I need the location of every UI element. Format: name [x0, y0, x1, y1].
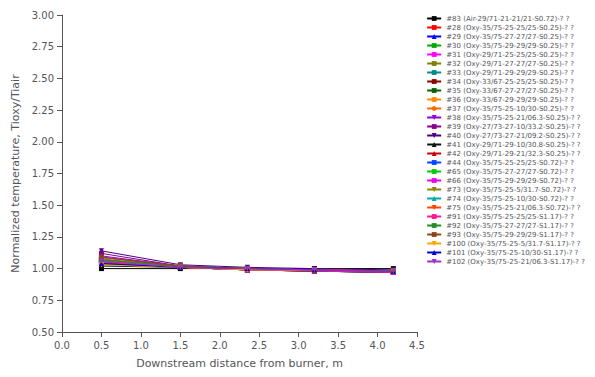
svg-text:#33 (Oxy-29/71-29-29/29-S0.25): #33 (Oxy-29/71-29-29/29-S0.25)-? ? [446, 69, 574, 77]
svg-text:#83 (Air-29/71-21-21/21-S0.72): #83 (Air-29/71-21-21/21-S0.72)-? ? [446, 15, 569, 23]
svg-text:#30 (Oxy-35/75-29-29/29-S0.25): #30 (Oxy-35/75-29-29/29-S0.25)-? ? [446, 42, 574, 50]
svg-text:#36 (Oxy-33/67-29-29/29-S0.25): #36 (Oxy-33/67-29-29/29-S0.25)-? ? [446, 96, 574, 104]
svg-text:0.50: 0.50 [32, 327, 54, 338]
svg-text:2.50: 2.50 [32, 73, 54, 84]
svg-text:2.00: 2.00 [32, 136, 54, 147]
svg-text:2.5: 2.5 [251, 340, 267, 351]
svg-text:0.75: 0.75 [32, 295, 54, 306]
svg-text:1.25: 1.25 [32, 231, 54, 242]
svg-text:2.0: 2.0 [212, 340, 228, 351]
svg-text:#37 (Oxy-35/75-25-10/30-S0.25): #37 (Oxy-35/75-25-10/30-S0.25)-? ? [446, 105, 574, 113]
svg-text:#41 (Oxy-29/71-29-10/30.8-S0.2: #41 (Oxy-29/71-29-10/30.8-S0.25)-? ? [446, 141, 581, 149]
svg-text:1.0: 1.0 [133, 340, 149, 351]
svg-text:#31 (Oxy-29/71-25-25/25-S0.25): #31 (Oxy-29/71-25-25/25-S0.25)-? ? [446, 51, 574, 59]
svg-text:#35 (Oxy-33/67-27-27/27-S0.25): #35 (Oxy-33/67-27-27/27-S0.25)-? ? [446, 87, 574, 95]
svg-text:#92 (Oxy-35/75-27-27/27-S1.17): #92 (Oxy-35/75-27-27/27-S1.17)-? ? [446, 222, 574, 230]
svg-text:#73 (Oxy-35/75-25-5/31.7-S0.72: #73 (Oxy-35/75-25-5/31.7-S0.72)-? ? [446, 186, 576, 194]
svg-text:1.50: 1.50 [32, 200, 54, 211]
svg-text:#93 (Oxy-35/75-29-29/29-S1.17): #93 (Oxy-35/75-29-29/29-S1.17)-? ? [446, 231, 574, 239]
svg-text:1.5: 1.5 [172, 340, 188, 351]
svg-text:Downstream distance from burne: Downstream distance from burner, m [136, 357, 343, 370]
svg-text:Normalized temperature, Tioxy/: Normalized temperature, Tioxy/Tiair [9, 74, 22, 273]
svg-text:#102 (Oxy-35/75-25-21/06.3-S1.: #102 (Oxy-35/75-25-21/06.3-S1.17)-? ? [446, 258, 585, 266]
svg-text:2.25: 2.25 [32, 105, 54, 116]
svg-text:3.5: 3.5 [330, 340, 346, 351]
svg-text:#28 (Oxy-35/75-25-25/25-S0.25): #28 (Oxy-35/75-25-25/25-S0.25)-? ? [446, 24, 574, 32]
svg-text:#65 (Oxy-35/75-27-27/27-S0.72): #65 (Oxy-35/75-27-27/27-S0.72)-? ? [446, 168, 574, 176]
svg-text:#44 (Oxy-35/75-25-25/25-S0.72): #44 (Oxy-35/75-25-25/25-S0.72)-? ? [446, 159, 574, 167]
svg-text:4.5: 4.5 [409, 340, 425, 351]
svg-text:#75 (Oxy-35/75-25-21/06.3-S0.7: #75 (Oxy-35/75-25-21/06.3-S0.72)-? ? [446, 204, 581, 212]
svg-text:#40 (Oxy-27/73-27-21/09.2-S0.2: #40 (Oxy-27/73-27-21/09.2-S0.25)-? ? [446, 132, 581, 140]
svg-text:#66 (Oxy-35/75-29-29/29-S0.72): #66 (Oxy-35/75-29-29/29-S0.72)-? ? [446, 177, 574, 185]
svg-text:#74 (Oxy-35/75-25-10/30-S0.72): #74 (Oxy-35/75-25-10/30-S0.72)-? ? [446, 195, 574, 203]
svg-text:#39 (Oxy-27/73-27-10/33.2-S0.2: #39 (Oxy-27/73-27-10/33.2-S0.25)-? ? [446, 123, 581, 131]
svg-text:3.00: 3.00 [32, 10, 54, 21]
svg-text:2.75: 2.75 [32, 41, 54, 52]
svg-text:0.5: 0.5 [93, 340, 109, 351]
svg-text:3.0: 3.0 [291, 340, 307, 351]
svg-text:#101 (Oxy-35/75-25-10/30-S1.17: #101 (Oxy-35/75-25-10/30-S1.17)-? ? [446, 249, 578, 257]
svg-text:#32 (Oxy-29/71-27-27/27-S0.25): #32 (Oxy-29/71-27-27/27-S0.25)-? ? [446, 60, 574, 68]
svg-text:#29 (Oxy-35/75-27-27/27-S0.25): #29 (Oxy-35/75-27-27/27-S0.25)-? ? [446, 33, 574, 41]
svg-text:#38 (Oxy-35/75-25-21/06.3-S0.2: #38 (Oxy-35/75-25-21/06.3-S0.25)-? ? [446, 114, 581, 122]
svg-text:#42 (Oxy-29/71-29-21/32.3-S0.2: #42 (Oxy-29/71-29-21/32.3-S0.25)-? ? [446, 150, 581, 158]
svg-text:#34 (Oxy-33/67-25-25/25-S0.25): #34 (Oxy-33/67-25-25/25-S0.25)-? ? [446, 78, 574, 86]
svg-text:#100 (Oxy-35/75-25-5/31.7-S1.1: #100 (Oxy-35/75-25-5/31.7-S1.17)-? ? [446, 240, 581, 248]
svg-text:1.00: 1.00 [32, 263, 54, 274]
svg-text:0.0: 0.0 [54, 340, 70, 351]
svg-text:1.75: 1.75 [32, 168, 54, 179]
svg-text:4.0: 4.0 [370, 340, 386, 351]
svg-text:#91 (Oxy-35/75-25-25/25-S1.17): #91 (Oxy-35/75-25-25/25-S1.17)-? ? [446, 213, 574, 221]
